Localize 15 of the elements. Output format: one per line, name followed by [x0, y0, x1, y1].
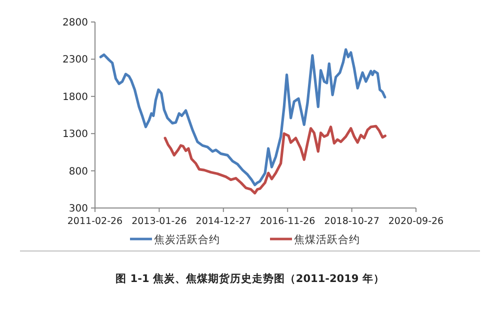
x-tick-label: 2014-12-27: [196, 216, 252, 227]
y-tick-label: 800: [68, 166, 88, 178]
x-tick-label: 2013-01-26: [132, 216, 187, 227]
y-tick-label: 1300: [62, 129, 88, 140]
y-tick-label: 1800: [62, 92, 88, 103]
x-tick-label: 2011-02-26: [67, 216, 123, 227]
legend-label: 焦煤活跃合约: [294, 233, 360, 246]
legend-label: 焦炭活跃合约: [154, 233, 220, 246]
x-tick-label: 2020-09-26: [388, 216, 444, 227]
y-tick-label: 300: [68, 204, 88, 214]
y-tick-label: 2300: [62, 54, 88, 66]
text: 图 1-1 焦炭、焦煤期货历史走势图（2011-2019 年）: [116, 272, 384, 285]
x-tick-label: 2018-10-27: [324, 216, 380, 227]
y-tick-label: 2800: [62, 18, 88, 28]
x-tick-label: 2016-11-26: [260, 216, 316, 227]
